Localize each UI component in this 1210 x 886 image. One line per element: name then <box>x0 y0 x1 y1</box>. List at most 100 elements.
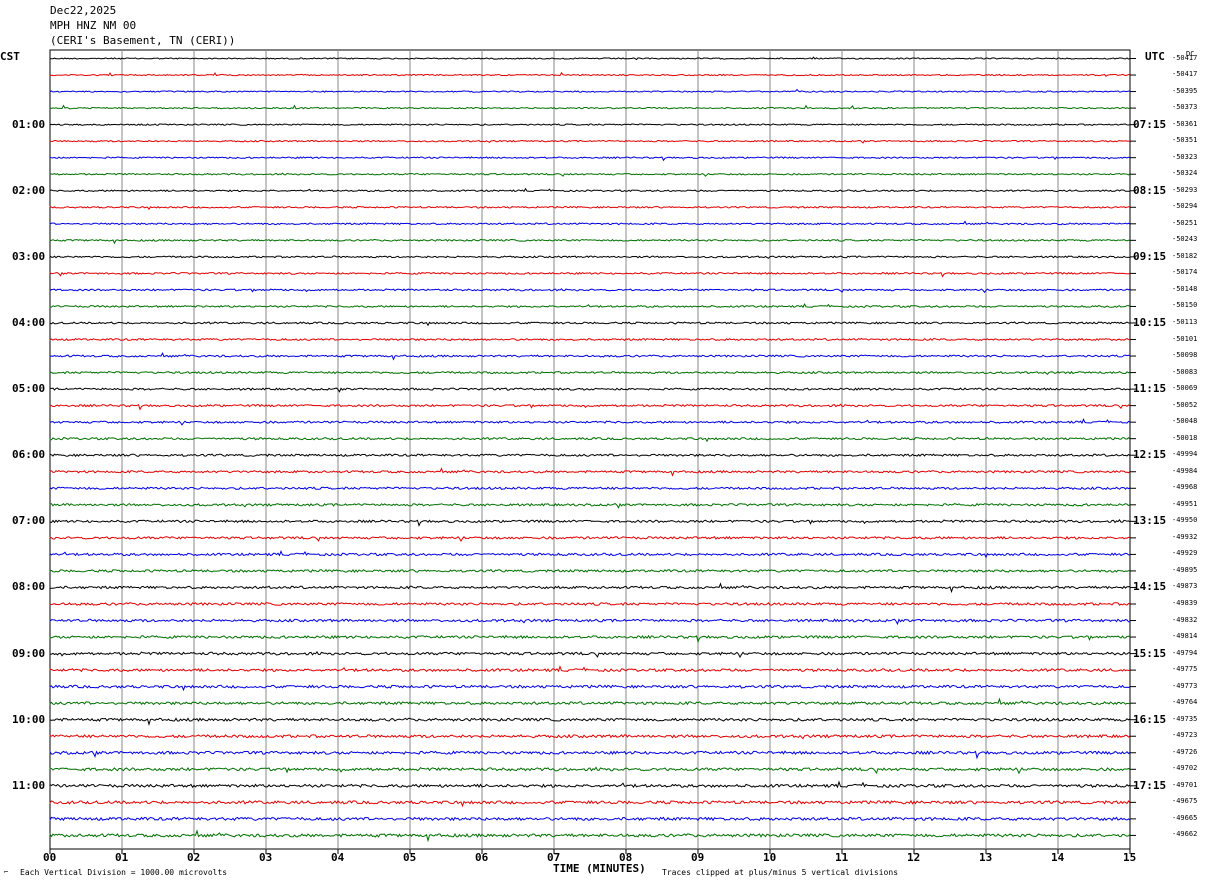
trace-11 <box>49 220 1131 226</box>
right-time-label: 14:15 <box>1133 580 1167 594</box>
dc-offset-label: -50083 <box>1172 367 1198 376</box>
dc-offset-label: -49775 <box>1172 665 1198 674</box>
dc-offset-label: -50294 <box>1172 202 1198 211</box>
left-axis-label: CST <box>0 50 20 63</box>
trace-32 <box>49 568 1131 573</box>
trace-28 <box>49 502 1131 509</box>
dc-offset-label: -50052 <box>1172 400 1198 409</box>
trace-42 <box>49 733 1131 740</box>
x-tick-label: 14 <box>1051 851 1065 864</box>
dc-offset-label: -49873 <box>1172 582 1198 591</box>
header-station: MPH HNZ NM 00 <box>50 19 137 32</box>
right-time-label: 17:15 <box>1133 778 1167 792</box>
trace-47 <box>49 816 1131 822</box>
dc-offset-label: -50048 <box>1172 417 1198 426</box>
dc-offset-label: -50417 <box>1172 53 1198 62</box>
trace-6 <box>49 139 1131 144</box>
left-time-label: 11:00 <box>12 778 46 792</box>
right-time-label: 07:15 <box>1133 117 1167 131</box>
x-tick-label: 05 <box>403 851 417 864</box>
trace-8 <box>49 172 1131 177</box>
left-time-label: 05:00 <box>12 382 46 396</box>
left-time-label: 10:00 <box>12 712 46 726</box>
clip-note: Traces clipped at plus/minus 5 vertical … <box>662 868 899 877</box>
trace-7 <box>49 156 1131 162</box>
trace-22 <box>49 403 1131 411</box>
trace-38 <box>49 665 1131 673</box>
trace-26 <box>49 467 1131 477</box>
trace-37 <box>49 651 1131 659</box>
trace-21 <box>49 387 1131 393</box>
dc-offset-label: -50098 <box>1172 351 1198 360</box>
dc-offset-label: -50323 <box>1172 152 1198 161</box>
dc-offset-label: -49662 <box>1172 830 1198 839</box>
dc-offset-label: -50174 <box>1172 268 1198 277</box>
x-tick-label: 00 <box>43 851 57 864</box>
dc-offset-label: -49950 <box>1172 516 1198 525</box>
left-time-label: 01:00 <box>12 117 46 131</box>
dc-offset-label: -50351 <box>1172 136 1198 145</box>
right-time-label: 15:15 <box>1133 646 1167 660</box>
right-time-label: 11:15 <box>1133 382 1167 396</box>
dc-offset-label: -50361 <box>1172 119 1198 128</box>
right-time-label: 16:15 <box>1133 712 1167 726</box>
trace-18 <box>49 337 1131 342</box>
dc-offset-label: -49723 <box>1172 731 1198 740</box>
right-time-label: 13:15 <box>1133 514 1167 528</box>
dc-offset-label: -50113 <box>1172 317 1198 326</box>
trace-9 <box>49 187 1131 193</box>
trace-40 <box>49 697 1131 706</box>
dc-offset-label: -50069 <box>1172 384 1198 393</box>
trace-29 <box>49 518 1131 527</box>
dc-offset-label: -49832 <box>1172 615 1198 624</box>
trace-27 <box>49 486 1131 491</box>
right-axis-label: UTC <box>1145 50 1165 63</box>
x-tick-label: 02 <box>187 851 201 864</box>
dc-offset-label: -50324 <box>1172 169 1198 178</box>
x-tick-label: 09 <box>691 851 705 864</box>
dc-label: DC <box>1186 50 1195 58</box>
x-tick-label: 08 <box>619 851 633 864</box>
dc-offset-label: -49764 <box>1172 698 1198 707</box>
dc-offset-label: -50293 <box>1172 185 1198 194</box>
dc-offset-label: -50018 <box>1172 433 1198 442</box>
trace-1 <box>49 56 1131 61</box>
dc-offset-label: -50373 <box>1172 103 1198 112</box>
trace-14 <box>49 271 1131 278</box>
logo-mark: ⌐ <box>4 868 9 876</box>
trace-15 <box>49 288 1131 294</box>
trace-43 <box>49 750 1131 760</box>
x-tick-label: 12 <box>907 851 921 864</box>
x-tick-label: 10 <box>763 851 777 864</box>
trace-46 <box>49 799 1131 808</box>
left-time-label: 06:00 <box>12 448 46 462</box>
trace-19 <box>49 352 1131 361</box>
trace-35 <box>49 618 1130 626</box>
dc-offset-label: -50243 <box>1172 235 1198 244</box>
scale-note: Each Vertical Division = 1000.00 microvo… <box>20 868 228 877</box>
left-time-label: 08:00 <box>12 580 46 594</box>
dc-offset-label: -50182 <box>1172 251 1198 260</box>
dc-offset-label: -49665 <box>1172 813 1198 822</box>
x-tick-label: 06 <box>475 851 489 864</box>
trace-36 <box>49 634 1131 644</box>
dc-offset-label: -50148 <box>1172 284 1198 293</box>
dc-offset-label: -50251 <box>1172 218 1198 227</box>
x-tick-label: 04 <box>331 851 345 864</box>
dc-offset-label: -49895 <box>1172 565 1198 574</box>
trace-45 <box>49 780 1131 789</box>
dc-offset-label: -50101 <box>1172 334 1198 343</box>
right-time-label: 08:15 <box>1133 183 1167 197</box>
dc-offset-label: -49814 <box>1172 632 1198 641</box>
right-time-label: 12:15 <box>1133 448 1167 462</box>
x-tick-label: 13 <box>979 851 993 864</box>
x-tick-label: 03 <box>259 851 273 864</box>
trace-24 <box>49 436 1131 443</box>
x-tick-label: 11 <box>835 851 849 864</box>
trace-5 <box>49 123 1131 126</box>
dc-offset-label: -49773 <box>1172 681 1198 690</box>
x-tick-label: 15 <box>1123 851 1137 864</box>
dc-offset-label: -49994 <box>1172 450 1198 459</box>
dc-offset-label: -49932 <box>1172 532 1198 541</box>
